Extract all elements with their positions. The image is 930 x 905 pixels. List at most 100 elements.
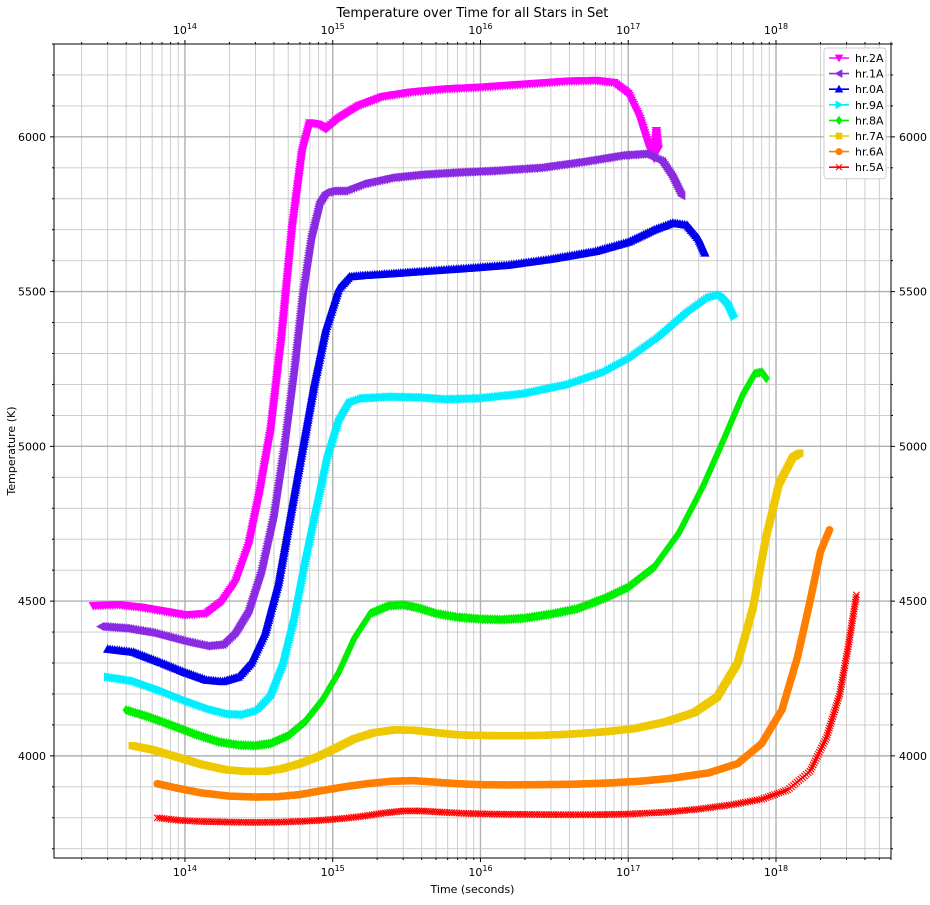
data-point — [810, 759, 818, 767]
legend-marker — [834, 69, 843, 78]
data-point — [825, 726, 833, 734]
data-point — [811, 757, 819, 765]
series-layer — [88, 76, 860, 826]
legend-label: hr.6A — [855, 146, 884, 159]
data-point — [818, 742, 827, 750]
legend-label: hr.1A — [855, 68, 884, 81]
legend-marker — [835, 115, 843, 126]
data-point — [771, 791, 779, 799]
data-point — [773, 790, 781, 798]
y-tick-label-right: 5500 — [899, 286, 927, 299]
data-point — [808, 763, 816, 771]
legend-label: hr.0A — [855, 83, 884, 96]
legend-label: hr.5A — [855, 161, 884, 174]
data-point — [762, 794, 770, 802]
data-point — [653, 145, 664, 155]
x-tick-label-top-exponent: 16 — [482, 22, 492, 31]
data-point — [809, 761, 817, 769]
series-hr.0A — [102, 218, 710, 686]
legend-item: hr.5A — [829, 161, 884, 174]
y-tick-label-right: 4000 — [899, 750, 927, 763]
plot-frame — [53, 43, 892, 859]
y-axis-label: Temperature (K) — [5, 407, 18, 497]
data-point — [758, 795, 766, 803]
data-point — [817, 744, 825, 752]
legend-marker — [834, 54, 844, 63]
series-hr.2A — [88, 76, 664, 620]
y-tick-label-left: 5500 — [18, 286, 46, 299]
legend-item: hr.8A — [829, 114, 884, 127]
data-point — [676, 190, 686, 201]
data-point — [852, 591, 860, 599]
x-tick-label-top-exponent: 18 — [778, 22, 788, 31]
data-point — [821, 738, 829, 746]
data-point — [827, 717, 835, 725]
data-point — [812, 755, 820, 763]
series-hr.9A — [104, 289, 739, 720]
legend-item: hr.0A — [829, 83, 884, 96]
data-point — [806, 767, 814, 775]
data-point — [834, 694, 842, 703]
legend-marker — [835, 132, 843, 140]
data-point — [828, 715, 836, 723]
legend-item: hr.2A — [829, 52, 884, 65]
data-point — [831, 706, 839, 714]
legend-label: hr.8A — [855, 114, 884, 127]
x-tick-label-bottom-exponent: 18 — [778, 864, 788, 873]
data-point — [775, 789, 783, 797]
legend-label: hr.9A — [855, 99, 884, 112]
data-point — [825, 526, 834, 534]
data-point — [768, 791, 777, 799]
x-tick-label-bottom-exponent: 14 — [187, 864, 197, 873]
x-axis-label: Time (seconds) — [430, 883, 515, 896]
x-tick-label-top-exponent: 14 — [187, 22, 197, 31]
data-point — [814, 750, 822, 758]
data-point — [762, 373, 770, 384]
data-point — [829, 710, 838, 719]
data-point — [700, 248, 710, 257]
x-tick-label-top-exponent: 15 — [335, 22, 345, 31]
data-point — [852, 593, 860, 601]
chart-title: Temperature over Time for all Stars in S… — [336, 6, 609, 21]
legend: hr.2A hr.1A hr.0A hr.9A hr.8A hr.7A hr.6A hr.5A — [823, 47, 887, 180]
data-point — [822, 735, 830, 743]
data-point — [766, 792, 774, 800]
x-tick-label-bottom-exponent: 16 — [482, 864, 492, 873]
legend-box — [823, 47, 887, 180]
data-point — [760, 794, 768, 802]
y-tick-label-left: 6000 — [18, 131, 46, 144]
legend-marker — [835, 148, 843, 156]
y-tick-label-left: 4500 — [18, 595, 46, 608]
series-hr.7A — [128, 449, 804, 775]
data-point — [823, 731, 831, 739]
data-point — [807, 765, 815, 773]
x-tick-label-bottom-exponent: 15 — [335, 864, 345, 873]
legend-item: hr.7A — [829, 130, 884, 143]
series-hr.1A — [96, 149, 686, 651]
legend-label: hr.7A — [855, 130, 884, 143]
y-tick-label-right: 6000 — [899, 131, 927, 144]
y-tick-label-left: 4000 — [18, 750, 46, 763]
series-hr.6A — [153, 526, 834, 801]
data-point — [826, 722, 834, 730]
legend-marker — [835, 100, 844, 110]
data-point — [823, 733, 831, 741]
data-point — [832, 701, 840, 709]
data-point — [782, 787, 790, 795]
data-point — [813, 752, 821, 760]
legend-label: hr.2A — [855, 52, 884, 65]
data-point — [730, 311, 739, 322]
data-point — [816, 746, 824, 754]
data-point — [824, 729, 832, 737]
data-point — [832, 704, 840, 712]
data-point — [755, 796, 763, 804]
data-point — [777, 788, 785, 796]
data-point — [833, 699, 841, 707]
data-point — [829, 713, 837, 721]
series-hr.8A — [122, 366, 770, 751]
data-point — [825, 724, 833, 732]
series-hr.5A — [153, 591, 860, 826]
data-point — [764, 793, 772, 801]
